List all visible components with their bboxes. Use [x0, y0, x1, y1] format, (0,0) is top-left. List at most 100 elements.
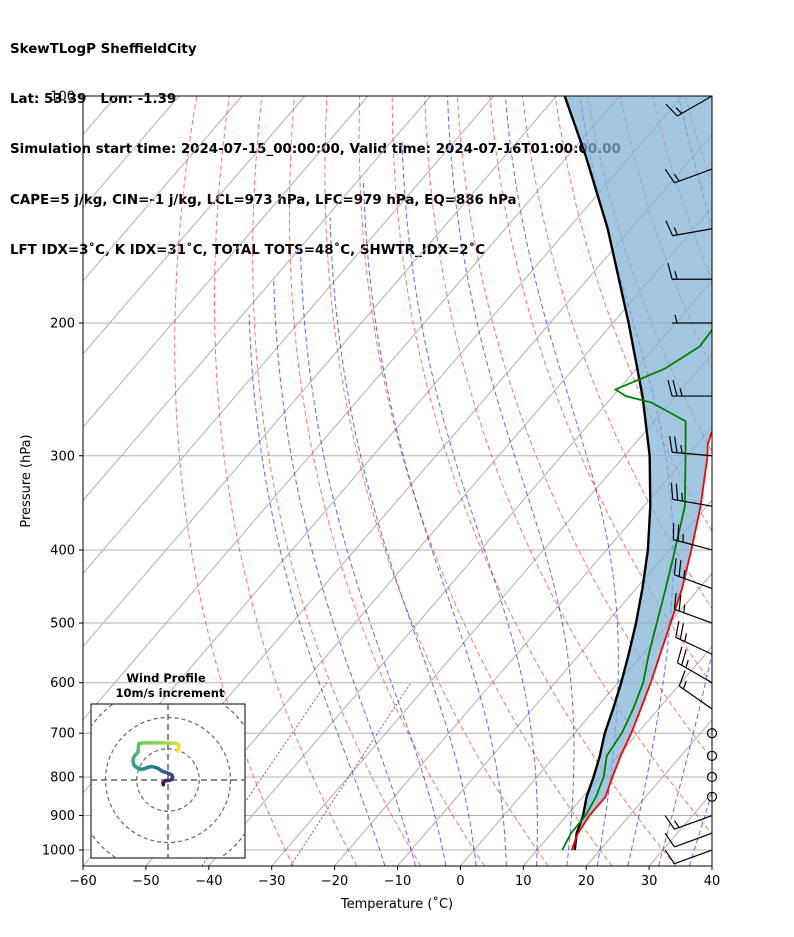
x-tick-label: −10: [384, 874, 411, 889]
moist-adiabat: [329, 217, 477, 866]
axis-ticks: −60 −50 −40 −30 −20 −10 0 10 20 30 40 100 200 300 400 5…: [42, 90, 720, 890]
cape-shading: [564, 96, 712, 850]
wind-barb: [676, 646, 713, 684]
dry-adiabat: [489, 96, 712, 686]
dry-adiabat: [391, 96, 677, 866]
y-tick-label: 100: [50, 90, 75, 105]
moist-adiabat: [688, 790, 712, 866]
parcel-line: [563, 96, 652, 851]
y-tick-label: 200: [50, 316, 75, 331]
x-axis-label: Temperature (˚C): [340, 896, 453, 912]
wind-barb: [665, 220, 713, 237]
hodograph-plot: [91, 704, 245, 858]
wind-barb: [678, 670, 713, 710]
hodograph-inset: Wind Profile 10m/s increment: [90, 671, 246, 859]
isotherm-20: [585, 718, 712, 866]
dry-adiabat: [288, 96, 485, 866]
isotherm--100: [83, 96, 494, 575]
dry-adiabat: [213, 96, 358, 866]
wind-barb: [667, 263, 712, 280]
dewpoint-line: [561, 328, 712, 851]
isotherm--130: [83, 96, 306, 355]
wind-barb: [664, 814, 713, 830]
isotherm--120: [83, 96, 369, 428]
wind-barb: [706, 728, 718, 739]
x-tick-label: −60: [69, 874, 96, 889]
moist-adiabat: [273, 279, 416, 866]
y-tick-label: 300: [50, 449, 75, 464]
moist-adiabat: [504, 96, 619, 866]
x-tick-label: 0: [456, 874, 464, 889]
wind-barb: [672, 523, 713, 551]
wind-barb: [665, 95, 713, 117]
moist-adiabat: [658, 96, 712, 866]
time-line: Simulation start time: 2024-07-15_00:00:…: [10, 142, 621, 158]
dry-adiabat: [718, 96, 794, 866]
wind-barb: [673, 592, 713, 624]
wind-barb: [675, 621, 713, 655]
wind-barb: [706, 791, 718, 802]
wind-barb: [670, 482, 713, 507]
wind-barb: [673, 558, 713, 590]
dry-adiabat: [252, 96, 422, 866]
x-tick-label: 10: [515, 874, 532, 889]
hodograph-title: Wind Profile: [126, 671, 206, 685]
y-tick-label: 1000: [42, 844, 75, 859]
isotherm--30: [271, 353, 712, 866]
moist-adiabat: [248, 314, 386, 866]
x-tick-label: −50: [132, 874, 159, 889]
x-tick-label: −30: [258, 874, 285, 889]
isotherm-10: [522, 645, 712, 866]
dry-adiabat: [751, 96, 794, 866]
y-tick-label: 600: [50, 676, 75, 691]
isotherm--80: [83, 96, 620, 721]
moist-adiabat: [401, 141, 538, 866]
dry-adiabat: [324, 96, 549, 866]
dry-adiabat: [358, 96, 613, 866]
wind-barb: [706, 750, 718, 761]
wind-barb: [706, 771, 718, 783]
isotherm--140: [83, 96, 243, 282]
x-tick-label: −20: [321, 874, 348, 889]
x-tick-label: 30: [641, 874, 658, 889]
moist-adiabat: [363, 181, 507, 866]
dry-adiabat: [783, 96, 794, 866]
temperature-line: [570, 430, 712, 851]
y-tick-label: 500: [50, 617, 75, 632]
profile-lines: [561, 96, 712, 851]
y-tick-label: 400: [50, 543, 75, 558]
wind-barb: [668, 435, 713, 457]
y-axis-label: Pressure (hPa): [19, 434, 34, 527]
moist-adiabat: [447, 96, 575, 866]
dry-adiabat: [521, 96, 712, 610]
dry-adiabat: [174, 96, 294, 866]
isotherm-40: [711, 865, 712, 866]
isotherm--40: [208, 280, 712, 866]
cape-area: [564, 96, 712, 850]
wind-barbs: [664, 95, 718, 865]
moist-adiabat: [300, 249, 447, 866]
chart-header: SkewTLogP SheffieldCity Lat: 53.39 Lon: …: [10, 8, 621, 277]
y-tick-label: 700: [50, 727, 75, 742]
isotherm-0: [460, 572, 712, 866]
wind-barb: [664, 832, 713, 848]
isotherm--10: [397, 499, 712, 866]
y-tick-label: 800: [50, 770, 75, 785]
indices-line-2: LFT IDX=3˚C, K IDX=31˚C, TOTAL TOTS=48˚C…: [10, 243, 486, 259]
wind-barb: [664, 849, 713, 865]
x-tick-label: 40: [704, 874, 721, 889]
y-tick-label: 900: [50, 809, 75, 824]
mixing-ratio-line: [290, 682, 412, 866]
hodograph-subtitle: 10m/s increment: [116, 686, 225, 700]
wind-barb: [667, 379, 712, 397]
wind-barb: [664, 168, 713, 184]
isotherm--110: [83, 96, 432, 502]
wind-barb: [672, 314, 712, 324]
chart-title: SkewTLogP SheffieldCity: [10, 41, 197, 57]
isotherm--90: [83, 96, 557, 648]
x-tick-label: −40: [195, 874, 222, 889]
isotherm--20: [334, 426, 712, 866]
hodograph-segment: [175, 747, 181, 753]
x-tick-label: 20: [578, 874, 595, 889]
